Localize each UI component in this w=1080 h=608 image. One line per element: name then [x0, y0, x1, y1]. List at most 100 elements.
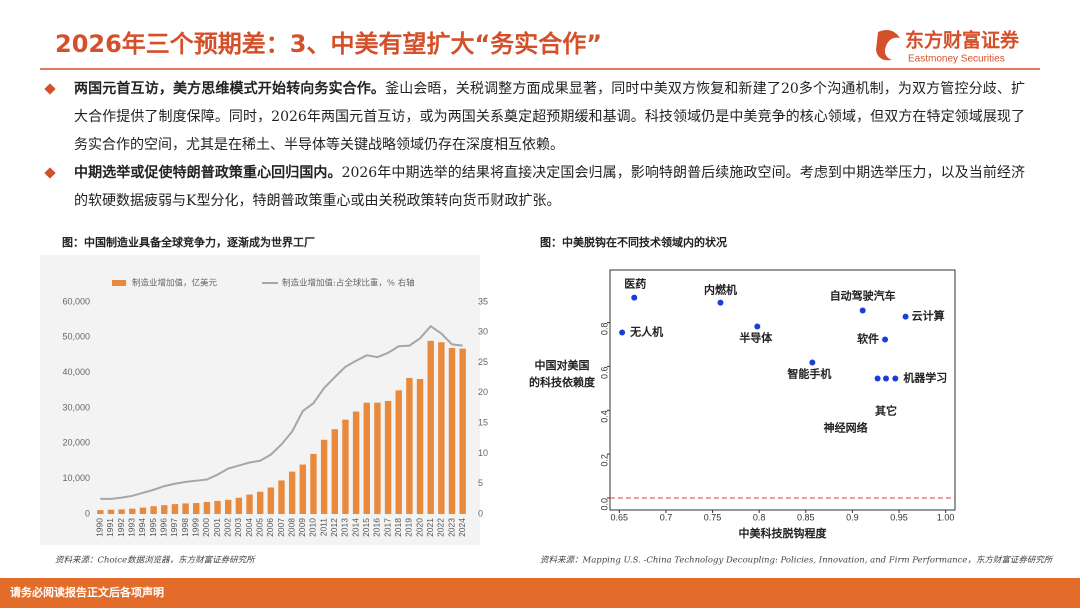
chart-source: 资料来源：Mapping U.S. -China Technology Deco…: [540, 555, 1054, 566]
point: [859, 307, 866, 314]
point-label: 无人机: [629, 324, 663, 338]
bar: [384, 400, 392, 514]
y2-tick-label: 25: [478, 357, 488, 367]
bar: [118, 509, 125, 514]
x-tick-label: 2002: [222, 518, 232, 537]
bullet-lead: 两国元首互访，美方思维模式开始转向务实合作。: [74, 81, 386, 97]
y-tick-label: 10,000: [62, 473, 90, 483]
y-tick-label: 0.6: [599, 366, 609, 379]
y-tick-label: 60,000: [62, 296, 90, 306]
point-label: 智能手机: [787, 366, 831, 380]
x-axis-label: 中美科技脱钩程度: [739, 526, 828, 540]
bar: [320, 439, 328, 514]
x-tick-label: 1993: [127, 518, 137, 537]
bullet: 中期选举或促使特朗普政策重心回归国内。2026年中期选举的结果将直接决定国会归属…: [40, 159, 1025, 215]
x-tick-label: 1999: [190, 518, 200, 537]
x-tick-label: 0.85: [797, 512, 815, 522]
plot-frame: [609, 269, 956, 511]
bar: [171, 504, 179, 514]
x-tick-label: 1995: [148, 518, 158, 537]
y2-tick-label: 0: [478, 508, 483, 518]
y-tick-label: 20,000: [62, 438, 90, 448]
x-tick-label: 1996: [159, 518, 169, 537]
point-label: 神经网络: [824, 420, 868, 434]
point: [882, 336, 889, 343]
x-tick-label: 2010: [308, 518, 318, 537]
line: [100, 324, 463, 500]
footer-text: 请务必阅读报告正文后各项声明: [10, 585, 164, 599]
x-tick-label: 2012: [329, 518, 339, 537]
point-label: 内燃机: [704, 283, 737, 297]
chart-title: 图：中美脱钩在不同技术领域内的状况: [540, 235, 727, 249]
point-label: 医药: [624, 277, 646, 291]
point: [892, 375, 899, 382]
point: [874, 375, 881, 382]
x-tick-label: 1998: [180, 518, 190, 537]
bar: [278, 480, 285, 514]
point: [754, 323, 761, 330]
bar: [246, 494, 253, 514]
legend-label: 制造业增加值，亿美元: [132, 278, 218, 289]
point: [809, 359, 816, 366]
bar: [459, 348, 466, 514]
x-tick-label: 2024: [457, 518, 467, 537]
point-label: 其它: [875, 403, 897, 417]
x-tick-label: 2020: [414, 518, 424, 537]
bar: [438, 342, 445, 514]
bar: [161, 505, 168, 514]
x-tick-label: 1991: [105, 518, 115, 537]
bar: [97, 510, 104, 514]
x-tick-label: 2015: [361, 518, 371, 537]
x-tick-label: 2006: [265, 518, 275, 537]
x-tick-label: 2003: [233, 518, 243, 537]
bullet-lead: 中期选举或促使特朗普政策重心回归国内。: [74, 165, 342, 181]
y-tick-label: 0.8: [599, 323, 609, 336]
logo-icon: [876, 30, 900, 61]
bar: [342, 419, 349, 514]
x-tick-label: 1997: [169, 518, 179, 537]
chart-source: 资料来源：Choice数据浏览器，东方财富证券研究所: [55, 555, 256, 566]
bar: [363, 402, 370, 514]
x-tick-label: 0.8: [753, 512, 766, 522]
bar: [129, 508, 136, 514]
bar: [203, 501, 211, 514]
legend-label: 制造业增加值:占全球比重，% 右轴: [282, 278, 415, 289]
bar: [416, 379, 424, 514]
x-tick-label: 1994: [137, 518, 147, 537]
bar: [395, 390, 402, 514]
y2-tick-label: 15: [478, 418, 488, 428]
bar: [310, 453, 317, 514]
x-tick-label: 0.95: [890, 512, 908, 522]
x-tick-label: 2011: [318, 518, 328, 537]
x-tick-label: 2009: [297, 518, 307, 537]
bar: [139, 507, 147, 514]
bullet-text: 釜山会晤，关税调整方面成果显著，同时中美双方恢复和新建了20多个沟通机制，为双方…: [74, 81, 1025, 153]
y-tick-label: 0: [85, 508, 90, 518]
bullet-text: 2026年中期选举的结果将直接决定国会归属，影响特朗普后续施政空间。考虑到中期选…: [74, 165, 1025, 209]
x-tick-label: 1992: [116, 518, 126, 537]
y2-tick-label: 10: [478, 448, 488, 458]
x-tick-label: 2022: [436, 518, 446, 537]
x-tick-label: 2000: [201, 518, 211, 537]
x-tick-label: 2023: [446, 518, 456, 537]
x-tick-label: 0.75: [704, 512, 722, 522]
bar: [182, 503, 189, 514]
x-tick-label: 2014: [350, 518, 360, 537]
x-tick-label: 2017: [382, 518, 392, 537]
bar: [352, 411, 360, 514]
y2-tick-label: 5: [478, 478, 483, 488]
bar: [214, 500, 221, 514]
y-tick-label: 40,000: [62, 367, 90, 377]
bar: [374, 402, 381, 514]
y-axis-label: 中国对美国: [535, 358, 590, 372]
slide-title: 2026年三个预期差：3、中美有望扩大“务实合作”: [55, 30, 602, 58]
point: [902, 313, 909, 320]
chart-title: 图：中国制造业具备全球竞争力，逐渐成为世界工厂: [62, 235, 315, 249]
point-label: 云计算: [912, 309, 945, 323]
y-axis-label: 的科技依赖度: [529, 375, 596, 389]
x-tick-label: 2018: [393, 518, 403, 537]
bar: [406, 377, 413, 514]
y-tick-label: 0.0: [599, 498, 609, 511]
x-tick-label: 0.7: [660, 512, 673, 522]
